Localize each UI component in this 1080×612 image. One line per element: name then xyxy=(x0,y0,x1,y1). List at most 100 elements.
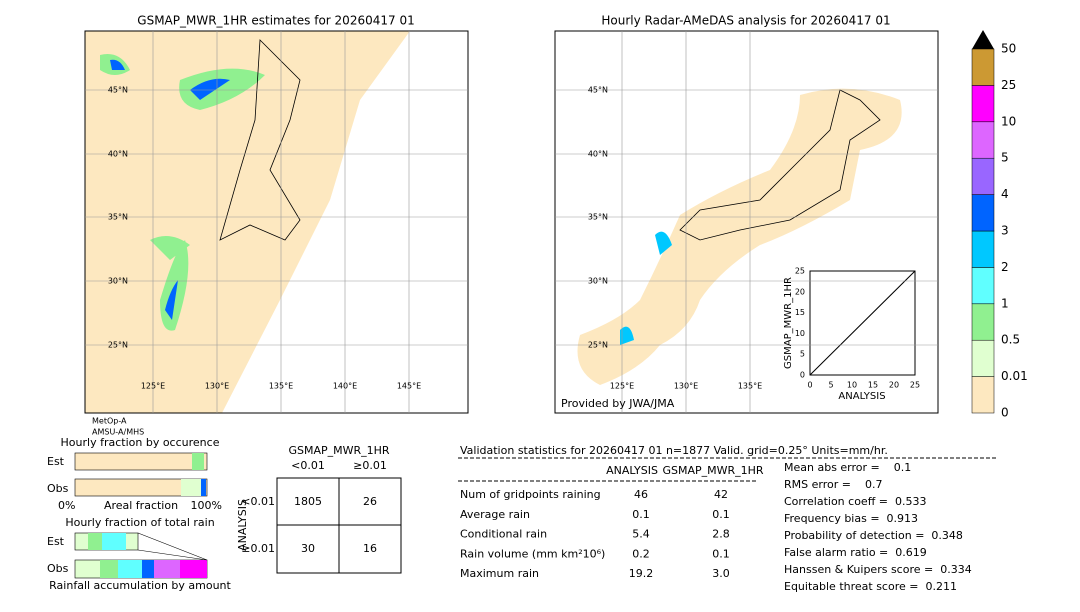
colorbar-bin xyxy=(971,121,995,159)
lat-label: 35°N xyxy=(108,213,128,222)
y-tick-label: 0 xyxy=(800,371,805,380)
lat-label: 30°N xyxy=(108,277,128,286)
caption: Rainfall accumulation by amount xyxy=(49,579,231,592)
colorbar-label: 0.01 xyxy=(1001,369,1028,383)
lat-label: 25°N xyxy=(588,341,608,350)
axis-label: 100% xyxy=(191,499,222,512)
col-label: ≥0.01 xyxy=(353,459,387,472)
panel-title: Hourly fraction of total rain xyxy=(65,516,214,529)
stat-value: 46 xyxy=(634,488,648,501)
cell: 1805 xyxy=(294,495,322,508)
y-tick-label: 10 xyxy=(795,329,805,338)
stat-value: 42 xyxy=(714,488,728,501)
score: RMS error = 0.7 xyxy=(784,478,882,491)
axis-label: 0% xyxy=(58,499,75,512)
colorbar-label: 2 xyxy=(1001,260,1009,274)
colorbar-label: 0.5 xyxy=(1001,333,1020,347)
stat-name: Rain volume (mm km²10⁶) xyxy=(460,547,605,560)
lat-label: 25°N xyxy=(108,341,128,350)
obs-rain-segment xyxy=(142,560,154,578)
colorbar-bin xyxy=(971,267,995,305)
lat-label: 45°N xyxy=(108,86,128,95)
x-tick-label: 25 xyxy=(910,381,920,390)
lon-label: 145°E xyxy=(397,382,421,391)
row-title: ANALYSIS xyxy=(236,499,249,551)
x-tick-label: 15 xyxy=(868,381,878,390)
x-tick-label: 10 xyxy=(847,381,857,390)
score: Equitable threat score = 0.211 xyxy=(784,580,957,593)
stat-name: Maximum rain xyxy=(460,567,539,580)
stat-value: 0.1 xyxy=(712,508,730,521)
colorbar-bin xyxy=(971,303,995,341)
lon-label: 125°E xyxy=(610,382,634,391)
obs-rain-segment xyxy=(180,560,207,578)
colorbar-bin xyxy=(971,85,995,123)
y-tick-label: 5 xyxy=(800,350,805,359)
row-label: Obs xyxy=(47,562,69,575)
table-title: GSMAP_MWR_1HR xyxy=(288,444,389,457)
colorbar-label: 0 xyxy=(1001,406,1009,420)
cell: 26 xyxy=(363,495,377,508)
rain-area xyxy=(620,231,672,345)
lon-label: 130°E xyxy=(674,382,698,391)
analysis-area xyxy=(577,88,902,386)
map-frame xyxy=(84,30,469,414)
stat-value: 0.2 xyxy=(632,547,650,560)
map-frame xyxy=(554,30,939,414)
col-header: ANALYSIS xyxy=(606,464,658,477)
colorbar-label: 50 xyxy=(1001,42,1016,56)
colorbar-label: 5 xyxy=(1001,151,1009,165)
contingency-grid xyxy=(277,478,401,573)
x-tick-label: 5 xyxy=(828,381,833,390)
est-bar xyxy=(74,452,208,471)
lon-label: 130°E xyxy=(205,382,229,391)
y-tick-label: 15 xyxy=(795,308,805,317)
lat-label: 40°N xyxy=(588,150,608,159)
colorbar-bin xyxy=(971,230,995,268)
lat-label: 45°N xyxy=(588,86,608,95)
coastline xyxy=(219,39,301,241)
colorbar-label: 10 xyxy=(1001,114,1016,128)
est-rain-segment xyxy=(102,533,126,550)
col-header: GSMAP_MWR_1HR xyxy=(662,464,763,477)
map-title: GSMAP_MWR_1HR estimates for 20260417 01 xyxy=(137,14,414,28)
stat-value: 0.1 xyxy=(712,547,730,560)
x-tick-label: 0 xyxy=(807,381,812,390)
colorbar-label: 25 xyxy=(1001,78,1016,92)
lon-label: 135°E xyxy=(269,382,293,391)
obs-bar-segment xyxy=(181,479,201,496)
diagonal xyxy=(809,270,916,376)
est-bar-segment xyxy=(192,453,204,470)
colorbar-extend xyxy=(972,30,994,49)
score: Probability of detection = 0.348 xyxy=(784,529,963,542)
x-tick-label: 20 xyxy=(889,381,899,390)
stat-name: Num of gridpoints raining xyxy=(460,488,601,501)
y-tick-label: 20 xyxy=(795,287,805,296)
x-axis-label: ANALYSIS xyxy=(838,391,885,402)
colorbar-bin xyxy=(971,376,995,414)
stat-value: 5.4 xyxy=(632,528,650,541)
stat-name: Average rain xyxy=(460,508,530,521)
lat-label: 30°N xyxy=(588,277,608,286)
connector xyxy=(137,532,208,561)
satellite: AMSU-A/MHS xyxy=(92,428,144,437)
row-label: Est xyxy=(47,455,65,468)
row-label: Obs xyxy=(47,482,69,495)
row-label: <0.01 xyxy=(241,495,275,508)
y-tick-label: 25 xyxy=(795,267,805,276)
colorbar-bin xyxy=(971,194,995,232)
est-rain-segment xyxy=(88,533,102,550)
panel-title: Hourly fraction by occurence xyxy=(61,436,220,449)
coastline xyxy=(679,89,881,241)
colorbar-label: 1 xyxy=(1001,296,1009,310)
lat-label: 40°N xyxy=(108,150,128,159)
obs-rain-segment xyxy=(100,560,118,578)
colorbar-bin xyxy=(971,157,995,195)
col-label: <0.01 xyxy=(291,459,325,472)
obs-rain-segment xyxy=(118,560,142,578)
lon-label: 140°E xyxy=(333,382,357,391)
y-axis-label: GSMAP_MWR_1HR xyxy=(783,277,794,369)
rain-area xyxy=(110,59,230,320)
lon-label: 135°E xyxy=(738,382,762,391)
stat-value: 0.1 xyxy=(632,508,650,521)
